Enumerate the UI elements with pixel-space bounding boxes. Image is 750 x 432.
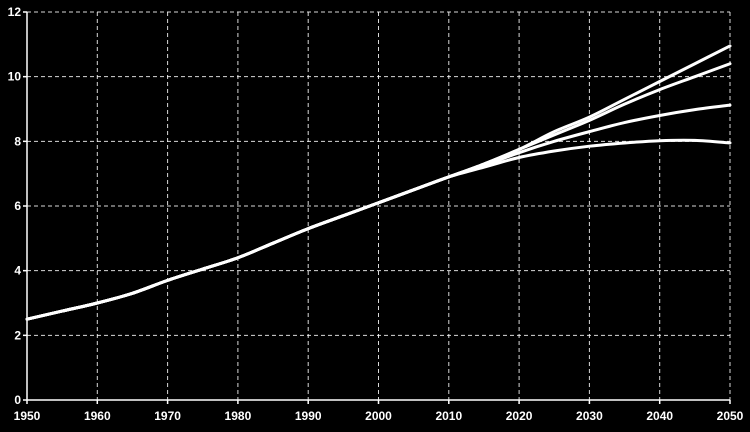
x-tick-label-2010: 2010 bbox=[435, 409, 462, 423]
x-tick-label-2030: 2030 bbox=[576, 409, 603, 423]
x-tick-label-2020: 2020 bbox=[506, 409, 533, 423]
y-tick-label-6: 6 bbox=[14, 199, 21, 213]
x-tick-label-1950: 1950 bbox=[14, 409, 41, 423]
series-group bbox=[25, 44, 732, 321]
y-tick-label-0: 0 bbox=[14, 393, 21, 407]
x-tick-label-2040: 2040 bbox=[646, 409, 673, 423]
y-tick-label-8: 8 bbox=[14, 134, 21, 148]
x-tick-labels: 1950 1960 1970 1980 1990 2000 2010 2020 2030 2040… bbox=[14, 409, 744, 423]
axes bbox=[23, 11, 731, 404]
grid bbox=[27, 11, 731, 400]
x-tick-label-2000: 2000 bbox=[365, 409, 392, 423]
x-tick-label-1980: 1980 bbox=[225, 409, 252, 423]
x-tick-label-2050: 2050 bbox=[717, 409, 744, 423]
x-tick-label-1970: 1970 bbox=[154, 409, 181, 423]
series-line-4 bbox=[25, 138, 732, 321]
y-tick-label-12: 12 bbox=[8, 5, 22, 19]
y-tick-label-4: 4 bbox=[14, 264, 21, 278]
y-tick-label-10: 10 bbox=[8, 70, 22, 84]
x-tick-label-1990: 1990 bbox=[295, 409, 322, 423]
x-tick-label-1960: 1960 bbox=[84, 409, 111, 423]
y-tick-labels: 0 2 4 6 8 10 12 bbox=[8, 5, 22, 407]
y-tick-label-2: 2 bbox=[14, 328, 21, 342]
